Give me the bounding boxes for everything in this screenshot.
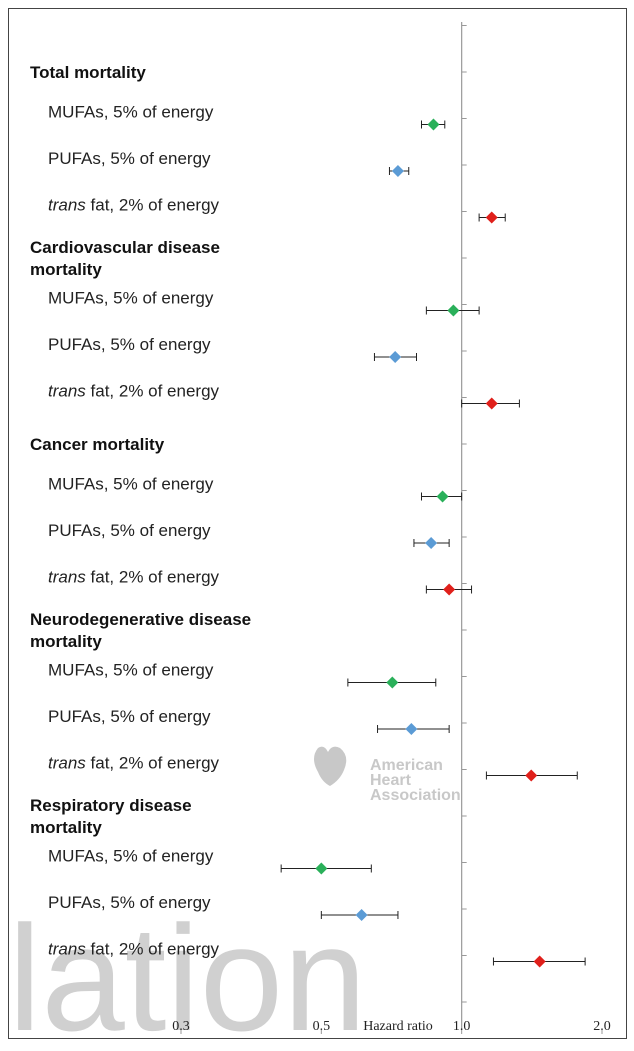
label-rest: fat, 2% of energy <box>86 940 220 959</box>
estimate-marker <box>427 118 440 131</box>
frame <box>8 8 627 1039</box>
group-title-line: mortality <box>30 260 102 279</box>
group-title-line: Neurodegenerative disease <box>30 610 251 629</box>
x-tick-label: 0.5 <box>313 1019 331 1034</box>
group-title-line: Cardiovascular disease <box>30 238 220 257</box>
estimate-marker <box>315 862 328 875</box>
row-label: trans fat, 2% of energy <box>48 196 220 215</box>
label-emphasis: trans <box>48 196 86 215</box>
estimate-marker <box>425 537 438 549</box>
group-title: Respiratory disease mortality <box>30 796 192 837</box>
estimate-marker <box>443 583 456 596</box>
group-title: Neurodegenerative disease mortality <box>30 610 251 651</box>
group-title-line: Total mortality <box>30 63 146 82</box>
logo-heart <box>314 746 347 786</box>
label-emphasis: trans <box>48 382 86 401</box>
row-label: MUFAs, 5% of energy <box>48 289 214 308</box>
estimate-marker <box>436 490 449 503</box>
row-label: PUFAs, 5% of energy <box>48 521 211 540</box>
label-rest: fat, 2% of energy <box>86 196 220 215</box>
watermark-text: American <box>370 757 443 774</box>
group-title: Cardiovascular disease mortality <box>30 238 220 279</box>
row-label: MUFAs, 5% of energy <box>48 103 214 122</box>
x-tick-label: 1.0 <box>453 1019 471 1034</box>
estimate-marker <box>389 351 402 363</box>
watermark-text: Association <box>370 787 461 804</box>
estimate-marker <box>485 211 498 224</box>
x-tick-label: 0.3 <box>172 1019 190 1034</box>
group-title: Total mortality <box>30 63 146 82</box>
row-label: MUFAs, 5% of energy <box>48 847 214 866</box>
estimate-marker <box>391 165 404 177</box>
watermark-word: lation <box>8 894 367 1051</box>
label-rest: fat, 2% of energy <box>86 568 220 587</box>
row-label: PUFAs, 5% of energy <box>48 149 211 168</box>
group-title-line: mortality <box>30 818 102 837</box>
label-emphasis: trans <box>48 940 86 959</box>
estimate-marker <box>533 955 546 968</box>
estimate-marker <box>447 304 460 317</box>
group-title-line: Respiratory disease <box>30 796 192 815</box>
estimate-marker <box>525 769 538 782</box>
label-emphasis: trans <box>48 568 86 587</box>
group-title: Cancer mortality <box>30 435 165 454</box>
estimate-marker <box>386 676 399 689</box>
row-label: MUFAs, 5% of energy <box>48 475 214 494</box>
row-label: MUFAs, 5% of energy <box>48 661 214 680</box>
group-title-line: mortality <box>30 632 102 651</box>
row-label: PUFAs, 5% of energy <box>48 335 211 354</box>
estimate-marker <box>355 909 368 921</box>
row-label: trans fat, 2% of energy <box>48 754 220 773</box>
x-tick-label: 2.0 <box>593 1019 611 1034</box>
row-label: PUFAs, 5% of energy <box>48 707 211 726</box>
label-rest: fat, 2% of energy <box>86 382 220 401</box>
label-emphasis: trans <box>48 754 86 773</box>
row-label: trans fat, 2% of energy <box>48 940 220 959</box>
x-axis-label: Hazard ratio <box>363 1019 433 1034</box>
row-label: trans fat, 2% of energy <box>48 382 220 401</box>
watermark-text: Heart <box>370 772 412 789</box>
row-label: trans fat, 2% of energy <box>48 568 220 587</box>
estimate-marker <box>405 723 418 735</box>
estimate-marker <box>485 397 498 410</box>
row-label: PUFAs, 5% of energy <box>48 893 211 912</box>
group-title-line: Cancer mortality <box>30 435 165 454</box>
label-rest: fat, 2% of energy <box>86 754 220 773</box>
